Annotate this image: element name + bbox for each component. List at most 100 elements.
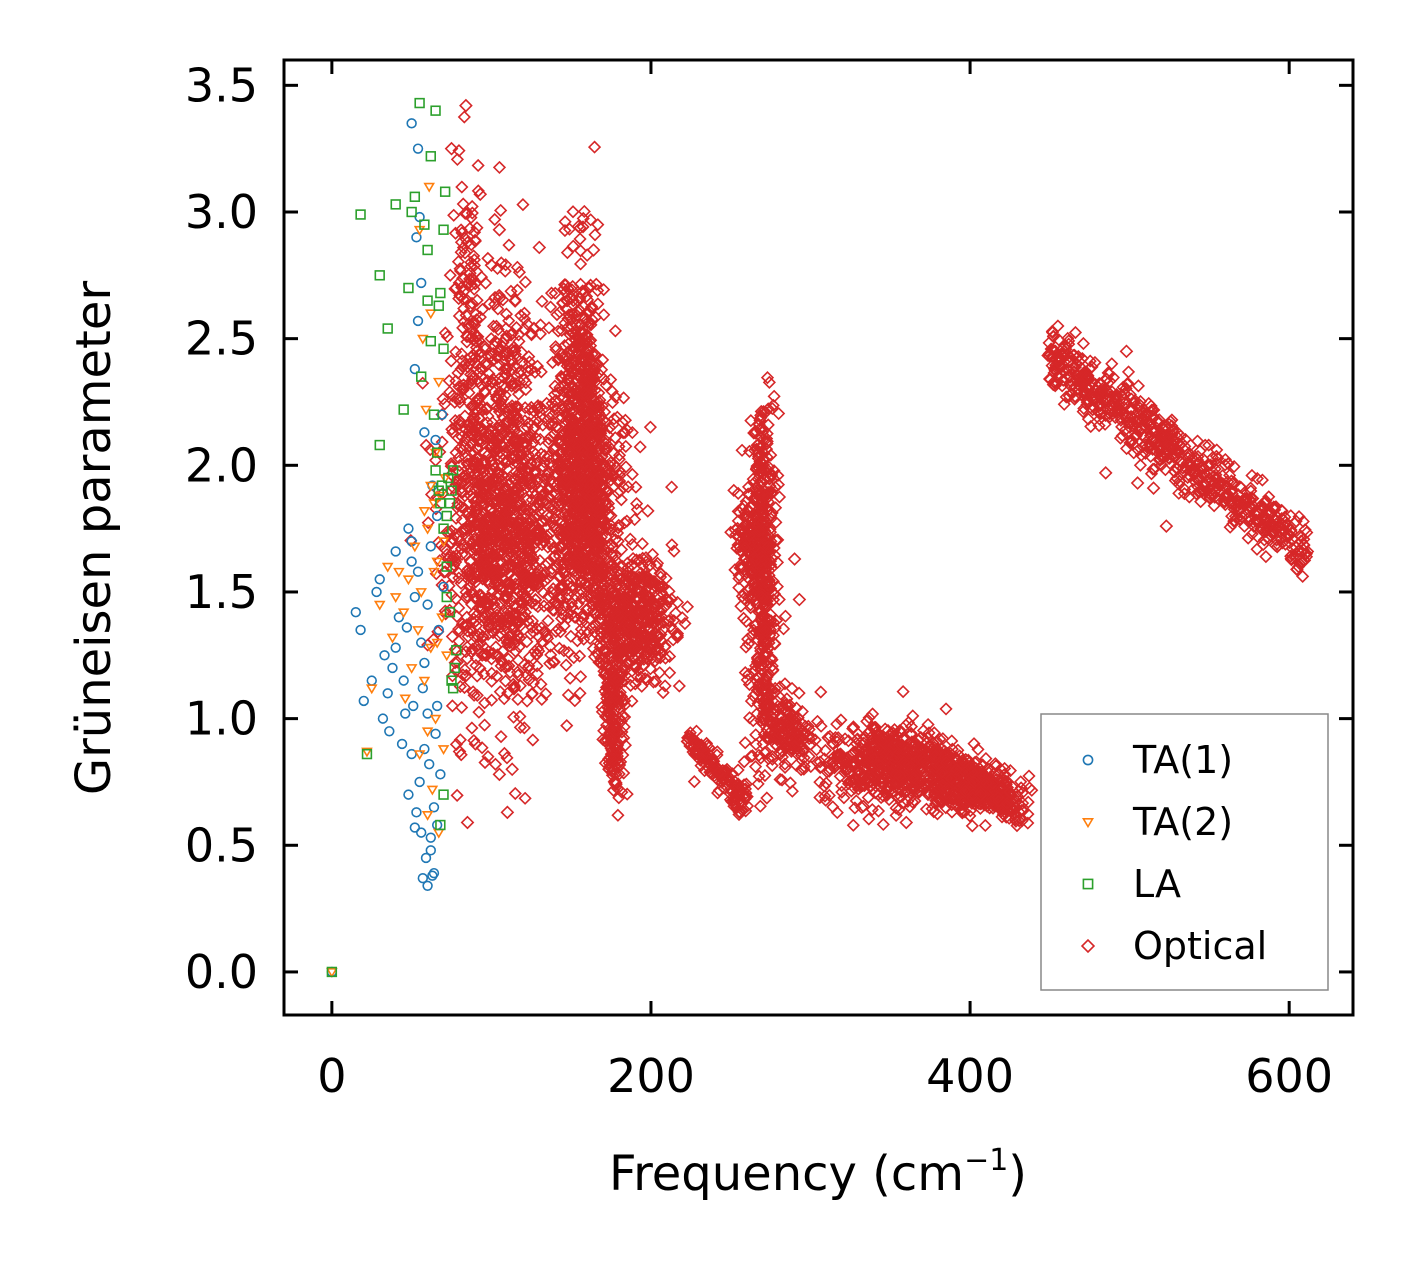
data-point-optical <box>478 696 492 710</box>
data-point-optical <box>785 681 799 696</box>
data-point-optical <box>738 505 752 520</box>
data-point-optical <box>476 462 490 476</box>
data-point-optical <box>517 658 531 672</box>
data-point-optical <box>454 347 469 361</box>
data-point-optical <box>577 632 591 646</box>
data-point-optical <box>530 647 544 661</box>
data-point-optical <box>655 579 669 594</box>
data-point-optical <box>580 313 595 327</box>
data-point-optical <box>511 482 525 496</box>
data-point-optical <box>665 480 679 494</box>
data-point-optical <box>643 575 657 589</box>
data-point-optical <box>845 746 860 760</box>
data-point-optical <box>584 213 598 227</box>
data-point-optical <box>613 465 627 479</box>
data-point-optical <box>542 480 556 494</box>
data-point-optical <box>626 578 641 592</box>
data-point-optical <box>956 797 971 812</box>
data-point-optical <box>570 494 584 508</box>
data-point-optical <box>908 781 922 796</box>
data-point-optical <box>438 326 452 340</box>
data-point-optical <box>558 468 572 482</box>
data-point-optical <box>478 356 493 370</box>
data-point-optical <box>849 794 863 808</box>
data-point-optical <box>586 642 601 656</box>
data-point-optical <box>501 652 515 666</box>
data-point-optical <box>534 484 548 498</box>
data-point-optical <box>508 294 522 308</box>
data-point-optical <box>567 353 582 367</box>
data-point-optical <box>563 446 577 460</box>
data-point-optical <box>515 455 529 470</box>
data-point-optical <box>565 480 579 494</box>
data-point-optical <box>872 758 886 772</box>
data-point-optical <box>663 666 677 680</box>
data-point-optical <box>654 585 669 599</box>
data-point-optical <box>493 514 507 528</box>
data-point-optical <box>453 264 468 278</box>
data-point-optical <box>763 472 777 486</box>
data-point-optical <box>452 144 466 158</box>
data-point-optical <box>470 688 484 702</box>
data-point-optical <box>655 646 669 660</box>
data-point-optical <box>534 677 548 691</box>
data-point-optical <box>628 570 642 584</box>
data-point-optical <box>601 428 615 442</box>
data-point-optical <box>558 316 572 330</box>
data-point-optical <box>512 584 526 598</box>
data-point-optical <box>623 532 637 546</box>
data-point-optical <box>572 302 586 317</box>
data-point-optical <box>773 690 787 704</box>
data-point-optical <box>665 623 680 637</box>
data-point-optical <box>444 354 458 368</box>
data-point-optical <box>495 473 509 487</box>
data-point-optical <box>509 380 523 394</box>
data-point-optical <box>607 412 621 426</box>
data-point-optical <box>574 277 588 291</box>
data-point-optical <box>506 502 520 516</box>
data-point-optical <box>462 533 476 548</box>
data-point-optical <box>494 730 508 744</box>
data-point-optical <box>517 306 532 320</box>
data-point-optical <box>438 542 452 556</box>
data-point-optical <box>480 591 494 606</box>
data-point-optical <box>438 397 452 411</box>
data-point-optical <box>776 622 791 636</box>
data-point-optical <box>489 335 503 349</box>
data-point-optical <box>460 640 474 654</box>
data-point-optical <box>491 547 505 561</box>
data-point-optical <box>486 524 500 538</box>
data-point-optical <box>765 749 780 764</box>
data-point-optical <box>508 552 522 566</box>
data-point-optical <box>515 467 529 481</box>
data-point-optical <box>1202 438 1216 452</box>
data-point-optical <box>744 749 758 764</box>
data-point-optical <box>619 567 633 581</box>
data-point-optical <box>876 772 890 786</box>
data-point-optical <box>517 592 531 606</box>
data-point-optical <box>593 637 607 651</box>
data-point-optical <box>765 752 779 766</box>
data-point-optical <box>449 511 463 525</box>
data-point-optical <box>462 424 476 438</box>
data-point-optical <box>559 473 573 487</box>
data-point-optical <box>764 714 779 729</box>
data-point-optical <box>572 423 586 437</box>
data-point-optical <box>445 389 460 403</box>
data-point-optical <box>778 739 792 753</box>
data-point-optical <box>464 299 478 313</box>
data-point-optical <box>494 554 508 568</box>
data-point-optical <box>889 808 903 823</box>
data-point-optical <box>617 720 631 734</box>
data-point-optical <box>567 651 581 665</box>
data-point-optical <box>846 818 860 832</box>
data-point-optical <box>779 706 793 720</box>
data-point-optical <box>871 804 886 818</box>
data-point-optical <box>765 729 779 743</box>
data-point-optical <box>481 557 495 571</box>
data-point-optical <box>476 602 490 616</box>
data-point-optical <box>734 557 748 572</box>
data-point-optical <box>672 679 686 693</box>
data-point-optical <box>741 590 756 604</box>
data-point-optical <box>610 743 624 757</box>
